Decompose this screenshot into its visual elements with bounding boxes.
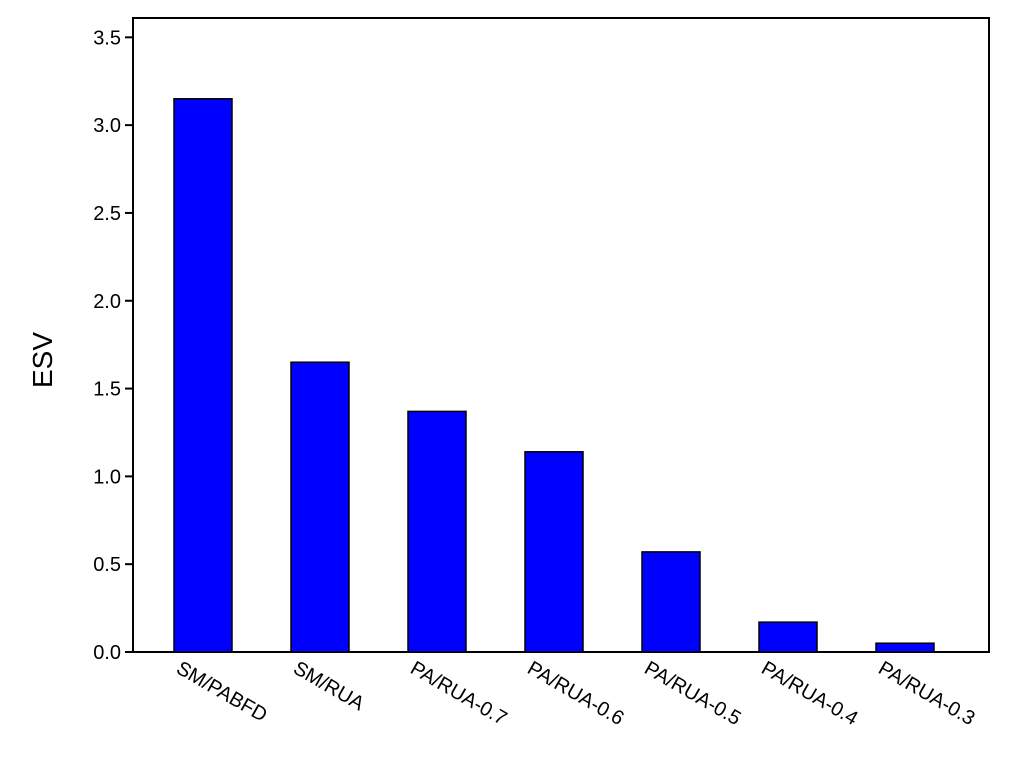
bar [524, 451, 584, 653]
y-tick-label: 2.5 [93, 203, 121, 225]
y-tick-label: 3.0 [93, 115, 121, 137]
x-tick-label: PA/RUA-0.3 [875, 657, 979, 730]
y-tick-label: 2.0 [93, 291, 121, 313]
y-tick-label: 3.5 [93, 27, 121, 49]
x-tick-label: PA/RUA-0.4 [758, 657, 862, 730]
bar [758, 621, 818, 653]
x-tick-label: PA/RUA-0.5 [641, 657, 745, 730]
x-tick-label: SM/PABFD [173, 657, 271, 726]
bar [875, 642, 935, 653]
x-tick-label: PA/RUA-0.6 [524, 657, 628, 730]
x-tick-label: PA/RUA-0.7 [407, 657, 511, 730]
bar [173, 98, 233, 653]
bar [290, 361, 350, 653]
bar [407, 410, 467, 653]
y-tick-label: 0.0 [93, 642, 121, 664]
bar [641, 551, 701, 653]
y-tick-label: 0.5 [93, 554, 121, 576]
y-tick-label: 1.0 [93, 466, 121, 488]
y-tick-label: 1.5 [93, 379, 121, 401]
x-tick-label: SM/RUA [290, 657, 369, 715]
y-axis-label: ESV [27, 332, 58, 388]
